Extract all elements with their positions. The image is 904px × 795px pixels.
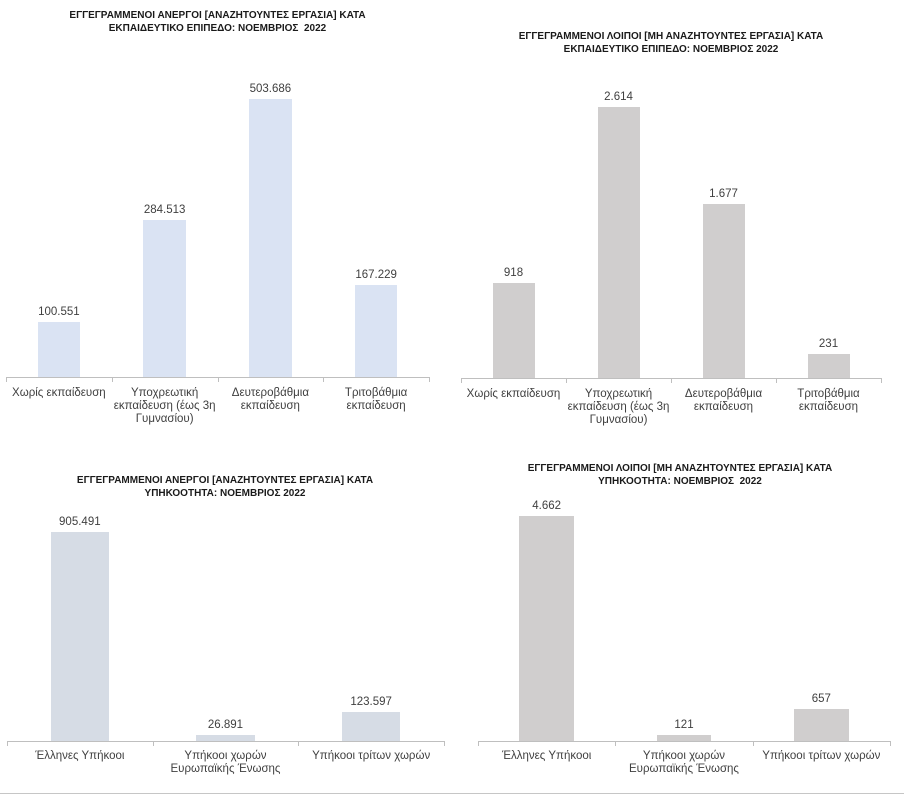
category-label: Υπήκοοι τρίτων χωρών: [762, 750, 881, 762]
bar: [143, 220, 186, 377]
bar: [342, 712, 401, 741]
bar: [793, 709, 849, 741]
x-axis-tick: [153, 741, 154, 746]
chart-title: ΕΓΓΕΓΡΑΜΜΕΝΟΙ ΑΝΕΡΓΟΙ [ΑΝΑΖΗΤΟΥΝΤΕΣ ΕΡΓΑ…: [69, 10, 366, 34]
category-label: Χωρίς εκπαίδευση: [466, 388, 561, 400]
x-axis-tick: [461, 378, 462, 383]
data-label: 167.229: [355, 268, 397, 281]
bar: [50, 531, 109, 741]
chart-unemployed-by-citizenship: ΕΓΓΕΓΡΑΜΜΕΝΟΙ ΑΝΕΡΓΟΙ [ΑΝΑΖΗΤΟΥΝΤΕΣ ΕΡΓΑ…: [0, 440, 452, 792]
data-label: 121: [674, 719, 694, 732]
chart-others-by-education-level: ΕΓΓΕΓΡΑΜΜΕΝΟΙ ΛΟΙΠΟΙ [ΜΗ ΑΝΑΖΗΤΟΥΝΤΕΣ ΕΡ…: [452, 0, 904, 440]
category-label: Έλληνες Υπήκοοι: [502, 750, 592, 762]
category-label: Υπήκοοι χωρών Ευρωπαϊκής Ένωσης: [629, 750, 739, 775]
bar: [249, 99, 292, 377]
data-label: 1.677: [709, 188, 738, 201]
x-axis-tick: [566, 378, 567, 383]
bar: [37, 321, 81, 377]
x-axis-tick: [218, 377, 219, 382]
category-label: Χωρίς εκπαίδευση: [12, 387, 106, 399]
data-label: 2.614: [604, 91, 633, 103]
data-label: 100.551: [38, 305, 80, 318]
plot-area: 905.491 Έλληνες Υπήκοοι 26.891 Υπήκοοι χωρώ…: [0, 440, 452, 792]
bar: [519, 516, 575, 741]
plot-area: 100.551 Χωρίς εκπαίδευση 284.513 Υποχρεωτικ…: [0, 0, 452, 440]
chart-others-by-citizenship: ΕΓΓΕΓΡΑΜΜΕΝΟΙ ΛΟΙΠΟΙ [ΜΗ ΑΝΑΖΗΤΟΥΝΤΕΣ ΕΡ…: [452, 440, 904, 792]
x-axis-tick: [890, 741, 891, 746]
x-axis-tick: [671, 378, 672, 383]
bottom-border: [0, 793, 904, 794]
data-label: 26.891: [207, 718, 244, 731]
bar: [196, 734, 255, 741]
bar: [354, 284, 398, 377]
category-label: Υπήκοοι τρίτων χωρών: [312, 750, 431, 762]
data-label: 657: [811, 693, 831, 706]
category-label: Έλληνες Υπήκοοι: [35, 750, 125, 762]
category-label: Υπήκοοι χωρών Ευρωπαϊκής Ένωσης: [170, 750, 281, 775]
bar: [702, 204, 745, 378]
chart-unemployed-by-education-level: ΕΓΓΕΓΡΑΜΜΕΝΟΙ ΑΝΕΡΓΟΙ [ΑΝΑΖΗΤΟΥΝΤΕΣ ΕΡΓΑ…: [0, 0, 452, 440]
x-axis-tick: [615, 741, 616, 746]
category-label: Δευτεροβάθμια εκπαίδευση: [231, 387, 309, 412]
x-axis-line: [7, 741, 445, 742]
bar: [656, 735, 712, 741]
x-axis-tick: [776, 378, 777, 383]
plot-area: 918 Χωρίς εκπαίδευση 2.614 Υποχρεωτική εκπα…: [452, 0, 904, 440]
data-label: 284.513: [143, 204, 186, 217]
data-label: 503.686: [249, 83, 292, 96]
plot-area: 4.662 Έλληνες Υπήκοοι 121 Υπήκοοι χωρών Ευρ…: [452, 440, 904, 792]
chart-title: ΕΓΓΕΓΡΑΜΜΕΝΟΙ ΛΟΙΠΟΙ [ΜΗ ΑΝΑΖΗΤΟΥΝΤΕΣ ΕΡ…: [527, 463, 833, 487]
category-label: Τριτοβάθμια εκπαίδευση: [797, 388, 860, 413]
bar: [807, 354, 850, 378]
data-label: 231: [818, 338, 839, 351]
x-axis-line: [478, 741, 891, 742]
data-label: 123.597: [350, 696, 392, 709]
x-axis-tick: [7, 741, 8, 746]
chart-title: ΕΓΓΕΓΡΑΜΜΕΝΟΙ ΛΟΙΠΟΙ [ΜΗ ΑΝΑΖΗΤΟΥΝΤΕΣ ΕΡ…: [518, 31, 824, 55]
bar: [597, 107, 640, 378]
category-label: Τριτοβάθμια εκπαίδευση: [344, 387, 408, 412]
category-label: Υποχρεωτική εκπαίδευση (έως 3η Γυμνασίου…: [113, 387, 216, 425]
bar: [492, 282, 535, 378]
x-axis-tick: [429, 377, 430, 382]
x-axis-tick: [112, 377, 113, 382]
chart-title: ΕΓΓΕΓΡΑΜΜΕΝΟΙ ΑΝΕΡΓΟΙ [ΑΝΑΖΗΤΟΥΝΤΕΣ ΕΡΓΑ…: [76, 475, 374, 499]
x-axis-tick: [298, 741, 299, 746]
category-label: Δευτεροβάθμια εκπαίδευση: [684, 388, 763, 413]
x-axis-tick: [478, 741, 479, 746]
x-axis-tick: [753, 741, 754, 746]
x-axis-tick: [323, 377, 324, 382]
data-label: 905.491: [59, 515, 101, 528]
data-label: 918: [503, 266, 524, 279]
data-label: 4.662: [532, 500, 562, 513]
x-axis-tick: [444, 741, 445, 746]
category-label: Υποχρεωτική εκπαίδευση (έως 3η Γυμνασίου…: [567, 388, 670, 426]
x-axis-tick: [6, 377, 7, 382]
x-axis-tick: [881, 378, 882, 383]
